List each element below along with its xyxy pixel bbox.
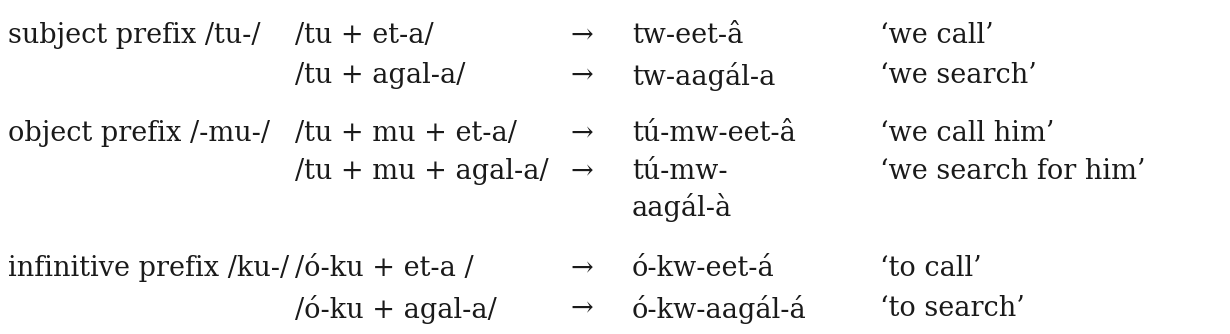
Text: /ó-ku + agal-a/: /ó-ku + agal-a/ <box>295 295 497 324</box>
Text: tw-eet-â: tw-eet-â <box>632 22 743 49</box>
Text: ‘we search’: ‘we search’ <box>879 62 1037 89</box>
Text: ‘we call him’: ‘we call him’ <box>879 120 1054 147</box>
Text: ó-kw-aagál-á: ó-kw-aagál-á <box>632 295 807 324</box>
Text: /tu + agal-a/: /tu + agal-a/ <box>295 62 465 89</box>
Text: object prefix /-mu-/: object prefix /-mu-/ <box>9 120 271 147</box>
Text: →: → <box>569 22 593 49</box>
Text: →: → <box>569 255 593 282</box>
Text: ‘to search’: ‘to search’ <box>879 295 1025 322</box>
Text: infinitive prefix /ku-/: infinitive prefix /ku-/ <box>9 255 289 282</box>
Text: /tu + et-a/: /tu + et-a/ <box>295 22 434 49</box>
Text: ó-kw-eet-á: ó-kw-eet-á <box>632 255 775 282</box>
Text: /ó-ku + et-a /: /ó-ku + et-a / <box>295 255 474 282</box>
Text: aagál-à: aagál-à <box>632 193 732 222</box>
Text: ‘we search for him’: ‘we search for him’ <box>879 158 1145 185</box>
Text: /tu + mu + agal-a/: /tu + mu + agal-a/ <box>295 158 549 185</box>
Text: →: → <box>569 158 593 185</box>
Text: →: → <box>569 120 593 147</box>
Text: ‘to call’: ‘to call’ <box>879 255 982 282</box>
Text: /tu + mu + et-a/: /tu + mu + et-a/ <box>295 120 517 147</box>
Text: tw-aagál-a: tw-aagál-a <box>632 62 775 91</box>
Text: tú-mw-eet-â: tú-mw-eet-â <box>632 120 796 147</box>
Text: tú-mw-: tú-mw- <box>632 158 728 185</box>
Text: subject prefix /tu-/: subject prefix /tu-/ <box>9 22 261 49</box>
Text: →: → <box>569 62 593 89</box>
Text: ‘we call’: ‘we call’ <box>879 22 994 49</box>
Text: →: → <box>569 295 593 322</box>
